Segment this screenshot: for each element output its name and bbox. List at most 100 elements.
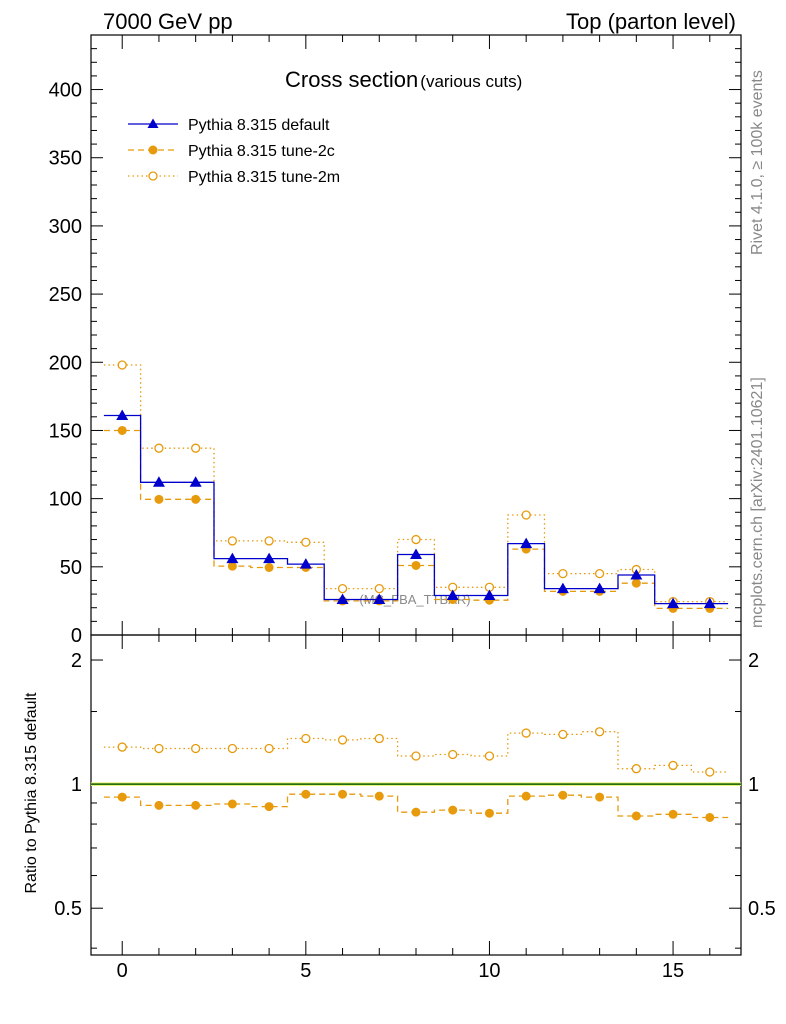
ratio-plot-frame: [90, 634, 742, 956]
main-default-point-triangle: [373, 593, 386, 605]
ratio-tune-2c-point-filled-circle: [631, 811, 641, 821]
ratio-tune-2c-point-filled-circle: [301, 789, 311, 799]
main-default-point-triangle: [189, 476, 202, 487]
ratio-tune-2c-point-filled-circle: [338, 789, 348, 799]
ratio-tune-2m-point-open-circle: [374, 733, 384, 744]
main-tune-2c-point-filled-circle: [264, 563, 274, 572]
main-tune-2m-point-open-circle: [558, 568, 568, 579]
legend-open-circle-marker-icon: [148, 171, 158, 181]
legend: Pythia 8.315 default Pythia 8.315 tune-2…: [128, 117, 340, 186]
main-tune-2c-point-filled-circle: [117, 425, 127, 435]
ratio-tune-2c-point-filled-circle: [595, 792, 605, 802]
ratio-ytick-label: 1: [71, 774, 82, 796]
main-ytick-label: 250: [49, 284, 82, 306]
ratio-tune-2c-point-filled-circle: [521, 791, 531, 801]
ratio-tune-2m-point-open-circle: [337, 735, 348, 745]
main-default-series-group: [103, 409, 729, 609]
ratio-tune-2c-point-filled-circle: [191, 800, 201, 810]
main-tune-2m-point-open-circle: [191, 443, 201, 453]
ratio-tune-2c-point-filled-circle: [227, 799, 237, 809]
ratio-tune-2m-series-line: [103, 731, 729, 773]
ratio-tune-2c-series-group: [103, 789, 729, 822]
ratio-xtick-label: 5: [300, 960, 311, 982]
main-title-subtitle: (various cuts): [420, 72, 522, 91]
ratio-ylabel: Ratio to Pythia 8.315 default: [23, 692, 40, 894]
ratio-tune-2m-series-group: [103, 727, 729, 777]
ratio-tune-2m-point-open-circle: [411, 751, 421, 761]
main-default-point-triangle: [299, 558, 312, 569]
main-ytick-label: 0: [71, 625, 82, 647]
ratio-tune-2c-point-filled-circle: [484, 808, 494, 818]
main-tune-2m-point-open-circle: [227, 536, 238, 546]
main-ytick-label: 150: [49, 420, 82, 442]
ratio-xtick-label: 0: [117, 960, 128, 982]
ratio-tune-2c-point-filled-circle: [374, 791, 384, 801]
ratio-tune-2m-point-open-circle: [448, 749, 458, 760]
main-default-point-triangle: [630, 569, 643, 580]
legend-label-default: Pythia 8.315 default: [188, 117, 330, 134]
main-ytick-label: 400: [49, 80, 82, 102]
legend-entry-default: Pythia 8.315 default: [128, 117, 330, 134]
ratio-tune-2m-point-open-circle: [227, 743, 238, 754]
main-tune-2c-point-filled-circle: [631, 578, 641, 588]
main-ytick-label: 300: [49, 216, 82, 238]
ratio-ytick-label-right: 0.5: [748, 898, 776, 920]
ratio-tune-2m-point-open-circle: [154, 743, 164, 754]
ratio-tune-2m-point-open-circle: [668, 760, 678, 771]
ratio-tune-2m-point-open-circle: [264, 743, 274, 754]
ratio-tune-2c-point-filled-circle: [117, 792, 127, 802]
ratio-ytick-label: 0.5: [54, 898, 82, 920]
main-ytick-label: 350: [49, 148, 82, 170]
main-tune-2c-point-filled-circle: [191, 494, 201, 504]
main-tune-2m-point-open-circle: [374, 583, 384, 594]
main-tune-2m-point-open-circle: [154, 443, 164, 453]
rivet-version-text: Rivet 4.1.0, ≥ 100k events: [749, 70, 766, 255]
main-ytick-label: 200: [49, 352, 82, 374]
legend-label-tune-2c: Pythia 8.315 tune-2c: [188, 143, 335, 160]
ratio-tune-2m-point-open-circle: [631, 764, 641, 774]
main-ytick-label: 100: [49, 489, 82, 511]
main-tune-2c-point-filled-circle: [154, 494, 164, 504]
main-tune-2m-point-open-circle: [117, 360, 127, 370]
main-tune-2c-series-group: [103, 425, 729, 613]
main-default-point-triangle: [667, 597, 680, 609]
legend-label-tune-2m: Pythia 8.315 tune-2m: [188, 169, 340, 186]
ratio-ytick-label: 2: [71, 650, 82, 672]
main-default-point-triangle: [520, 537, 533, 549]
main-default-point-triangle: [410, 548, 422, 560]
ratio-xtick-label: 10: [478, 960, 500, 982]
main-default-point-triangle: [226, 552, 239, 564]
ratio-tune-2c-series-line: [103, 793, 729, 819]
main-default-point-triangle: [336, 593, 349, 605]
header-left: 7000 GeV pp: [103, 9, 233, 34]
ratio-tune-2m-point-open-circle: [521, 728, 531, 738]
main-ytick-label: 50: [60, 557, 82, 579]
main-tune-2c-point-filled-circle: [411, 560, 421, 570]
legend-entry-tune-2m: Pythia 8.315 tune-2m: [128, 169, 340, 186]
header-right: Top (parton level): [566, 9, 736, 34]
ratio-ytick-label-right: 2: [748, 650, 759, 672]
legend-entry-tune-2c: Pythia 8.315 tune-2c: [128, 143, 335, 160]
mcplots-reference-text: mcplots.cern.ch [arXiv:2401.10621]: [749, 377, 766, 628]
ratio-tune-2c-point-filled-circle: [668, 809, 678, 819]
ratio-ytick-label-right: 1: [748, 774, 759, 796]
main-default-point-triangle: [556, 582, 569, 594]
ratio-tune-2m-point-open-circle: [594, 727, 605, 737]
main-tune-2m-point-open-circle: [337, 583, 348, 594]
main-default-point-triangle: [446, 589, 459, 600]
ratio-tune-2c-point-filled-circle: [411, 807, 421, 817]
main-tune-2m-point-open-circle: [264, 536, 274, 546]
ratio-tune-2c-point-filled-circle: [558, 790, 568, 800]
main-default-point-triangle: [593, 582, 606, 594]
ratio-tune-2m-point-open-circle: [705, 767, 715, 777]
ratio-tune-2c-point-filled-circle: [154, 800, 164, 810]
main-default-point-triangle: [703, 597, 716, 609]
ratio-tune-2c-point-filled-circle: [264, 802, 274, 812]
main-tune-2m-point-open-circle: [301, 537, 311, 547]
ratio-tune-2m-point-open-circle: [558, 729, 568, 740]
main-title: Cross section (various cuts): [285, 67, 522, 92]
ratio-tune-2c-point-filled-circle: [705, 812, 715, 822]
ratio-tune-2c-point-filled-circle: [448, 805, 458, 815]
legend-triangle-marker-icon: [147, 118, 159, 128]
